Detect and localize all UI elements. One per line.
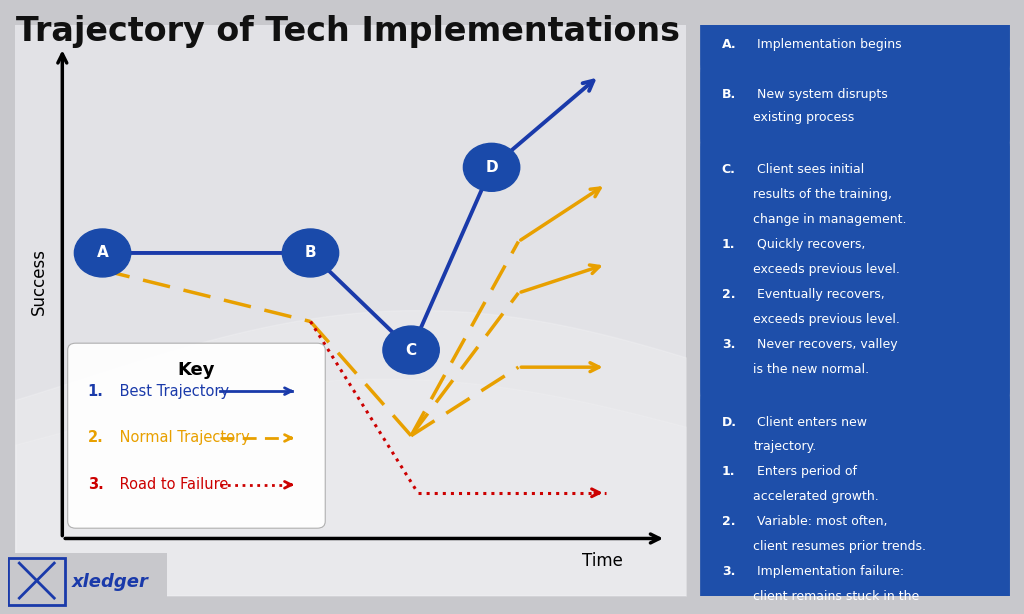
Text: New system disrupts: New system disrupts [754,88,888,101]
FancyBboxPatch shape [700,389,1010,614]
Text: Enters period of: Enters period of [754,465,857,478]
Text: Implementation begins: Implementation begins [754,38,902,51]
Text: 3.: 3. [88,477,103,492]
Text: change in management.: change in management. [754,212,907,225]
Text: Client sees initial: Client sees initial [754,163,864,176]
Text: A.: A. [722,38,736,51]
FancyBboxPatch shape [68,343,326,528]
Text: 1.: 1. [722,465,735,478]
Text: Quickly recovers,: Quickly recovers, [754,238,866,251]
Text: 2.: 2. [722,287,735,301]
Text: 2.: 2. [722,516,735,529]
Text: trajectory.: trajectory. [754,440,817,454]
Circle shape [464,143,520,192]
Text: Client enters new: Client enters new [754,416,867,429]
Text: C: C [406,343,417,357]
FancyBboxPatch shape [700,136,1010,402]
Text: accelerated growth.: accelerated growth. [754,491,880,503]
FancyBboxPatch shape [700,14,1010,76]
Text: D.: D. [722,416,736,429]
Text: is the new normal.: is the new normal. [754,362,869,376]
Text: Trajectory of Tech Implementations: Trajectory of Tech Implementations [16,15,680,49]
Text: exceeds previous level.: exceeds previous level. [754,263,900,276]
Text: client remains stuck in the: client remains stuck in the [754,591,920,604]
Text: 1.: 1. [722,238,735,251]
Text: Never recovers, valley: Never recovers, valley [754,338,898,351]
Text: D: D [485,160,498,175]
Circle shape [283,229,339,277]
Text: Variable: most often,: Variable: most often, [754,516,888,529]
Text: Normal Trajectory: Normal Trajectory [115,430,250,446]
Text: xledger: xledger [72,573,148,591]
Text: B: B [305,246,316,260]
Text: results of the training,: results of the training, [754,188,893,201]
Text: Eventually recovers,: Eventually recovers, [754,287,885,301]
Text: B.: B. [722,88,736,101]
Text: A: A [96,246,109,260]
Text: client resumes prior trends.: client resumes prior trends. [754,540,927,553]
Text: Time: Time [582,553,623,570]
Text: Success: Success [30,248,48,315]
Text: Best Trajectory: Best Trajectory [115,384,228,398]
FancyBboxPatch shape [700,62,1010,149]
Text: 3.: 3. [722,565,735,578]
Text: 3.: 3. [722,338,735,351]
Text: Key: Key [178,362,215,379]
Text: C.: C. [722,163,735,176]
Circle shape [383,326,439,374]
Text: exceeds previous level.: exceeds previous level. [754,313,900,325]
Text: 2.: 2. [88,430,103,446]
Circle shape [75,229,131,277]
Text: Road to Failure: Road to Failure [115,477,228,492]
Text: 1.: 1. [88,384,103,398]
Text: existing process: existing process [754,111,855,123]
Text: Implementation failure:: Implementation failure: [754,565,904,578]
